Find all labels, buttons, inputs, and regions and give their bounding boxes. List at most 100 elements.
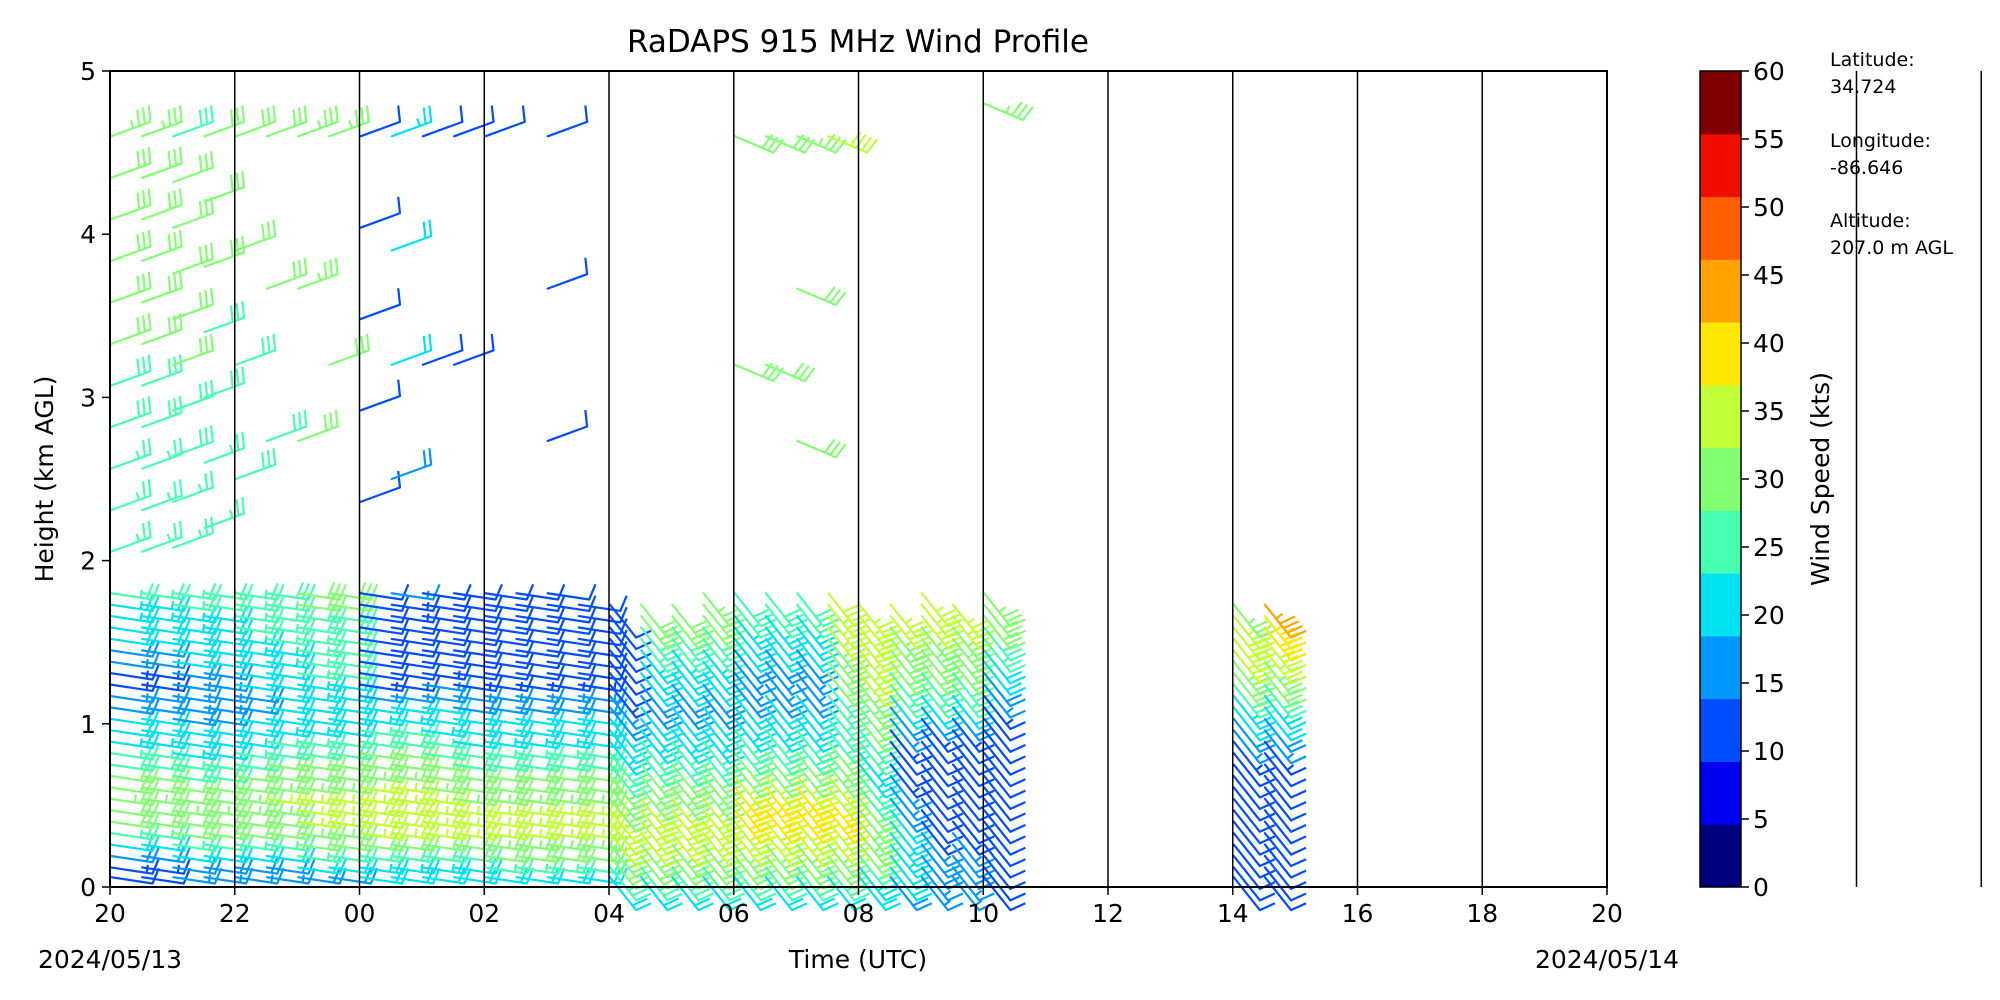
wind-barb <box>1263 809 1307 845</box>
wind-barb <box>546 606 597 624</box>
wind-barb <box>608 660 652 696</box>
wind-barb <box>390 776 441 795</box>
wind-barb <box>109 810 160 830</box>
wind-barb <box>234 799 285 818</box>
wind-barb <box>796 729 839 765</box>
wind-barb <box>515 618 566 635</box>
wind-barb <box>671 706 714 742</box>
wind-barb <box>172 470 214 503</box>
wind-barb <box>141 776 192 795</box>
wind-barb <box>421 844 472 864</box>
wind-barb <box>390 448 433 481</box>
wind-barb <box>1232 809 1276 845</box>
wind-barb <box>733 134 785 154</box>
colorbar-tick-label: 50 <box>1753 193 1785 222</box>
wind-barb <box>172 787 223 807</box>
wind-barb <box>920 809 964 845</box>
wind-barb <box>265 776 316 795</box>
wind-barb <box>297 753 348 772</box>
colorbar-tick-label: 10 <box>1753 737 1785 766</box>
wind-barb <box>109 617 160 635</box>
wind-barb <box>858 774 902 811</box>
wind-barb <box>141 720 192 738</box>
colorbar-segment <box>1700 384 1741 449</box>
wind-barb <box>141 764 192 784</box>
wind-barb <box>546 583 597 601</box>
wind-barb <box>141 396 183 429</box>
wind-barb <box>515 640 566 658</box>
wind-barb <box>109 396 152 429</box>
wind-barb <box>172 776 223 795</box>
wind-barb <box>671 876 714 912</box>
wind-barb <box>328 776 379 795</box>
wind-barb <box>265 810 316 830</box>
wind-barb <box>203 640 254 658</box>
wind-barb <box>889 774 933 811</box>
wind-barb <box>172 731 223 750</box>
wind-barb <box>452 708 503 727</box>
wind-barb <box>109 834 160 852</box>
wind-barb <box>265 764 316 784</box>
wind-barb <box>920 832 964 868</box>
wind-barb <box>297 582 348 601</box>
wind-barb <box>1232 797 1276 833</box>
wind-barb <box>484 764 535 784</box>
wind-barb <box>1263 752 1307 788</box>
wind-barb <box>764 763 808 799</box>
colorbar-tick-label: 55 <box>1753 125 1785 154</box>
wind-barb <box>328 333 370 366</box>
wind-barb <box>733 694 777 731</box>
wind-barb <box>640 683 683 719</box>
wind-barb <box>141 520 183 553</box>
wind-barb <box>390 105 433 138</box>
wind-barb <box>1263 774 1307 811</box>
wind-barb <box>452 333 495 366</box>
wind-barb <box>546 257 589 290</box>
wind-barb <box>608 843 652 879</box>
wind-barb <box>889 763 933 799</box>
wind-barb <box>141 742 192 761</box>
wind-barb <box>265 674 316 693</box>
wind-barb <box>733 866 777 902</box>
wind-barb <box>920 797 964 833</box>
wind-barb <box>234 810 285 830</box>
wind-barb <box>764 660 808 696</box>
wind-barb <box>1232 774 1276 811</box>
wind-barb <box>421 857 472 875</box>
wind-barb <box>889 786 933 822</box>
wind-barb <box>421 810 472 830</box>
wind-barb <box>515 810 566 830</box>
wind-barb <box>141 697 192 715</box>
wind-barb <box>203 431 246 464</box>
wind-barb <box>515 720 566 738</box>
wind-barb <box>796 706 839 742</box>
wind-barb <box>359 787 410 807</box>
wind-barb <box>172 151 214 184</box>
x-tick-label: 12 <box>1092 899 1124 928</box>
wind-barb <box>390 583 441 601</box>
wind-barb <box>359 809 410 830</box>
wind-barb <box>983 866 1026 902</box>
wind-barb <box>265 742 316 761</box>
wind-barb <box>141 753 192 772</box>
wind-barb <box>234 333 277 366</box>
wind-barb <box>141 271 183 304</box>
wind-barb <box>328 697 379 715</box>
wind-barb <box>421 685 472 704</box>
wind-barb <box>452 731 503 750</box>
wind-barb <box>608 603 652 639</box>
wind-barb <box>1232 740 1276 776</box>
wind-barb <box>265 821 316 841</box>
wind-barb <box>297 776 348 795</box>
wind-barb <box>515 742 566 761</box>
wind-barb <box>983 809 1026 845</box>
wind-barb <box>359 720 410 738</box>
wind-barb <box>172 640 223 658</box>
wind-barb <box>141 229 183 263</box>
wind-barb <box>297 410 339 443</box>
wind-barb <box>546 708 597 727</box>
wind-barb <box>608 672 652 708</box>
wind-barb <box>515 787 566 807</box>
wind-barb <box>858 717 902 753</box>
wind-barb <box>796 649 839 685</box>
